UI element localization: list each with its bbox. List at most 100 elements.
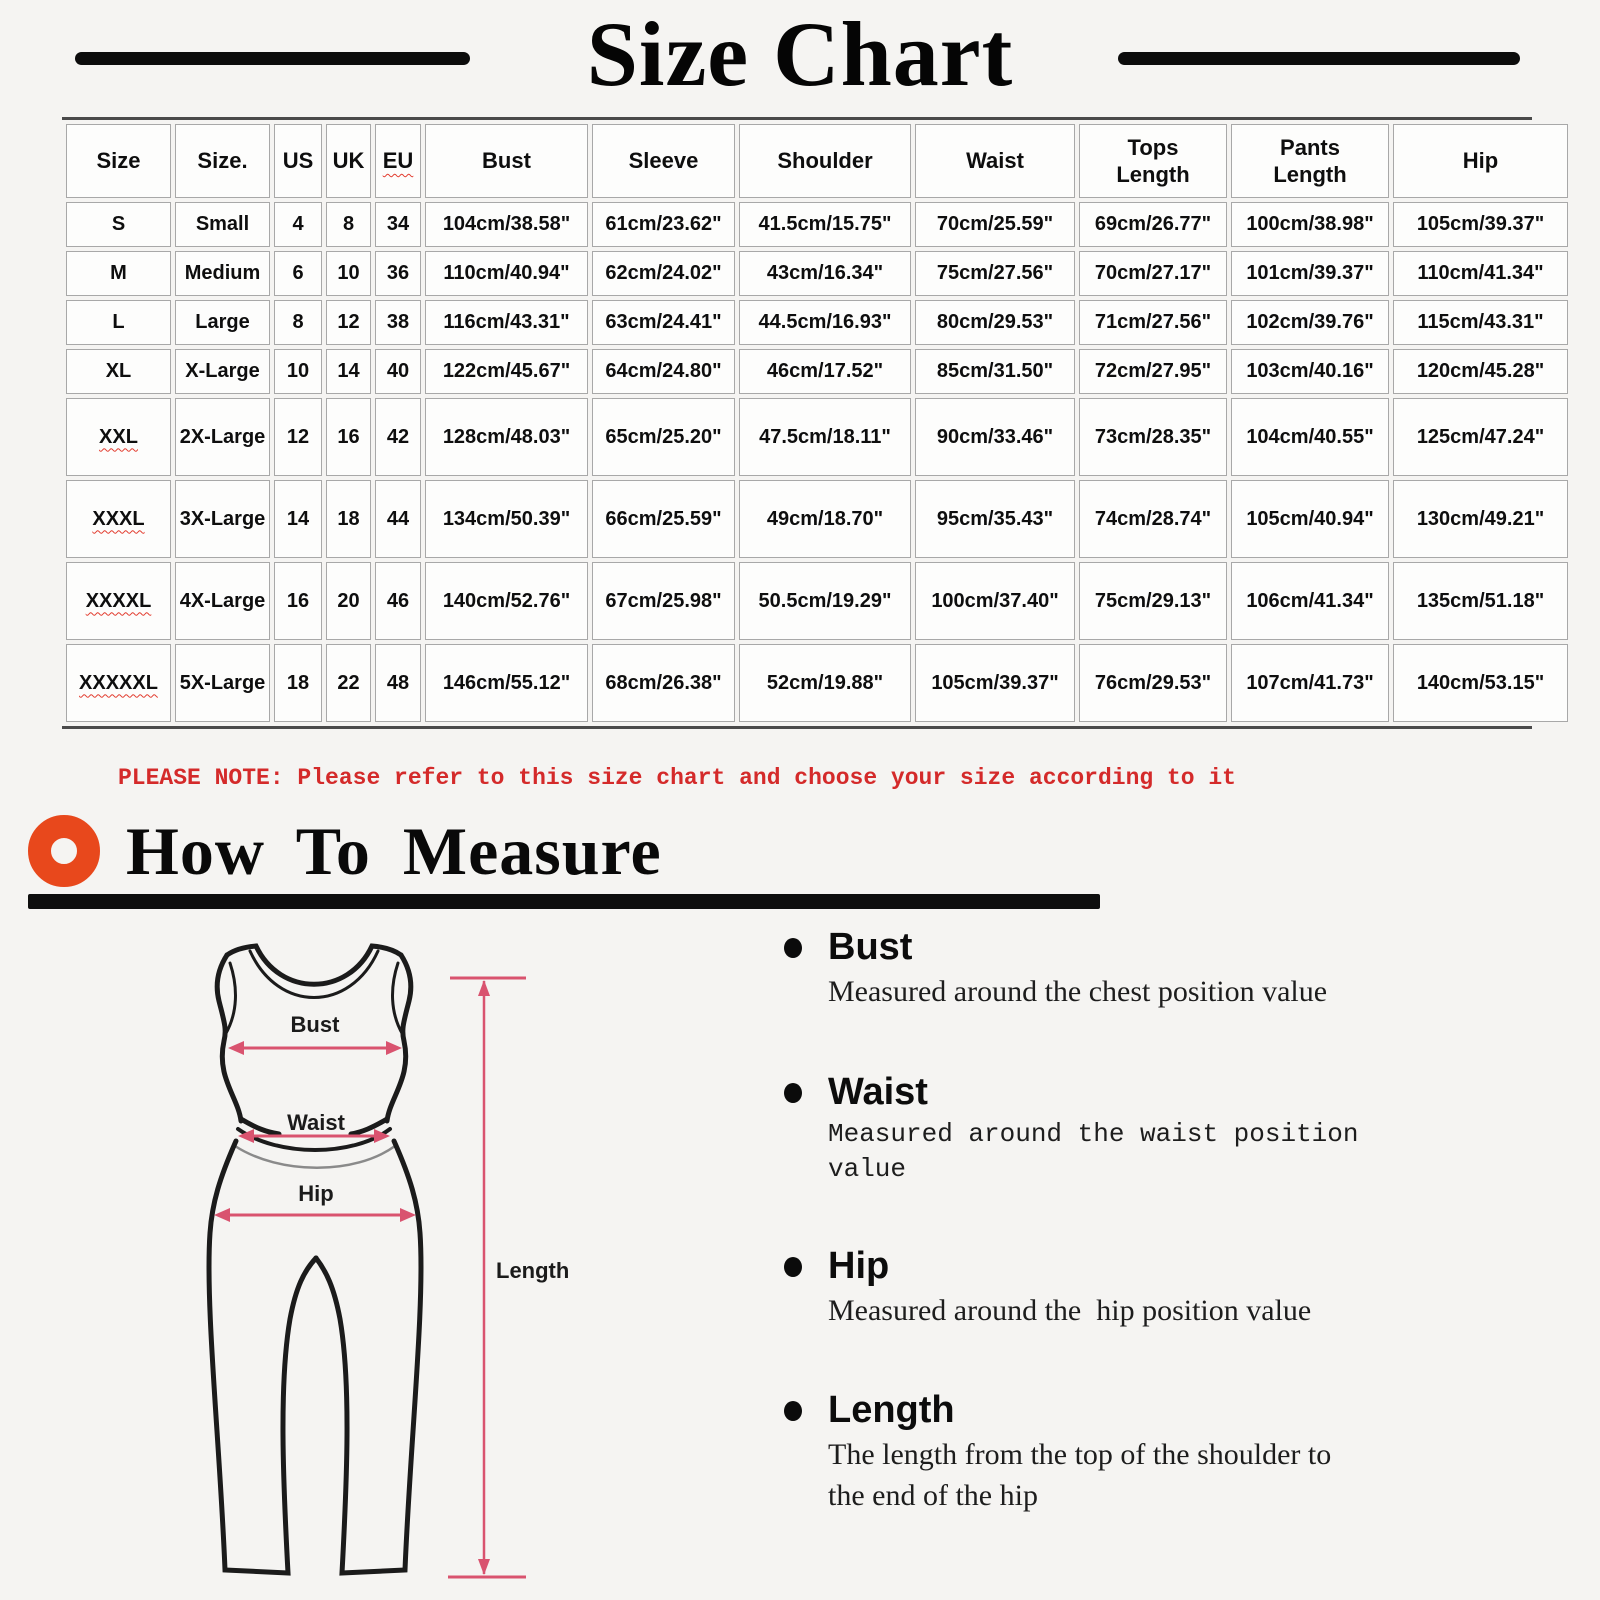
cell-text: 70cm/27.17" xyxy=(1094,262,1212,284)
cell-text: 2X-Large xyxy=(179,425,266,448)
diagram-hip-label: Hip xyxy=(298,1181,333,1206)
table-cell-sleeve: 61cm/23.62" xyxy=(592,202,735,247)
table-cell-uk: 10 xyxy=(326,251,371,296)
table-cell-shoulder: 44.5cm/16.93" xyxy=(739,300,911,345)
table-cell-pants_length: 104cm/40.55" xyxy=(1231,398,1389,476)
table-row: M Medium 6 10 36 110cm/40.94" 62cm/24.02" 43cm/… xyxy=(66,251,1568,296)
table-cell-shoulder: 50.5cm/19.29" xyxy=(739,562,911,640)
cell-text: 44.5cm/16.93" xyxy=(758,311,892,333)
bullet-dot-icon xyxy=(784,1401,802,1422)
table-cell-pants_length: 106cm/41.34" xyxy=(1231,562,1389,640)
table-cell-waist: 80cm/29.53" xyxy=(915,300,1075,345)
table-cell-sleeve: 64cm/24.80" xyxy=(592,349,735,394)
table-cell-pants_length: 105cm/40.94" xyxy=(1231,480,1389,558)
table-cell-us: 18 xyxy=(274,644,322,722)
cell-text: 42 xyxy=(386,425,410,448)
cell-text: 105cm/39.37" xyxy=(931,671,1059,694)
measure-item: Length The length from the top of the sho… xyxy=(778,1389,1450,1516)
table-header-cell: EU xyxy=(375,124,421,198)
table-header-label: UK xyxy=(332,147,365,173)
measure-list: Bust Measured around the chest position v… xyxy=(778,926,1450,1574)
cell-text: 135cm/51.18" xyxy=(1416,589,1545,612)
table-cell-size_name: 2X-Large xyxy=(175,398,270,476)
table-header-cell: Bust xyxy=(425,124,588,198)
table-cell-pants_length: 103cm/40.16" xyxy=(1231,349,1389,394)
garment-diagram: Bust Waist Hip Length xyxy=(206,943,569,1579)
cell-text: 73cm/28.35" xyxy=(1094,425,1212,448)
table-cell-bust: 146cm/55.12" xyxy=(425,644,588,722)
table-cell-tops_length: 75cm/29.13" xyxy=(1079,562,1227,640)
cell-text: 46cm/17.52" xyxy=(766,360,884,382)
cell-text: 52cm/19.88" xyxy=(766,671,884,694)
cell-text: 65cm/25.20" xyxy=(605,425,722,448)
cell-text: 105cm/39.37" xyxy=(1416,213,1545,235)
table-cell-tops_length: 76cm/29.53" xyxy=(1079,644,1227,722)
table-cell-eu: 38 xyxy=(375,300,421,345)
table-cell-hip: 140cm/53.15" xyxy=(1393,644,1568,722)
table-cell-tops_length: 72cm/27.95" xyxy=(1079,349,1227,394)
table-header-label: Size. xyxy=(197,147,248,173)
cell-text: 49cm/18.70" xyxy=(766,507,884,530)
table-cell-size: L xyxy=(66,300,171,345)
table-cell-waist: 95cm/35.43" xyxy=(915,480,1075,558)
table-cell-shoulder: 41.5cm/15.75" xyxy=(739,202,911,247)
cell-text: 36 xyxy=(386,262,410,284)
size-chart-table: Size Size. US UK EU Bust Sleeve Shoulder Waist To… xyxy=(62,120,1572,726)
table-cell-us: 14 xyxy=(274,480,322,558)
please-note-text: PLEASE NOTE: Please refer to this size c… xyxy=(118,765,1236,791)
cell-text: 128cm/48.03" xyxy=(442,425,571,448)
table-cell-uk: 16 xyxy=(326,398,371,476)
cell-text: 140cm/52.76" xyxy=(442,589,571,612)
cell-text: 20 xyxy=(337,589,360,612)
cell-text: XXXXXL xyxy=(79,671,158,694)
table-cell-us: 10 xyxy=(274,349,322,394)
cell-text: 18 xyxy=(286,671,310,694)
cell-text: 107cm/41.73" xyxy=(1246,671,1374,694)
cell-text: XXXL xyxy=(92,507,145,530)
cell-text: 38 xyxy=(386,311,410,333)
table-row: S Small 4 8 34 104cm/38.58" 61cm/23.62" 41.5cm/… xyxy=(66,202,1568,247)
table-cell-size_name: X-Large xyxy=(175,349,270,394)
cell-text: 40 xyxy=(386,360,410,382)
cell-text: 104cm/38.58" xyxy=(442,213,571,235)
table-cell-tops_length: 74cm/28.74" xyxy=(1079,480,1227,558)
cell-text: 130cm/49.21" xyxy=(1416,507,1545,530)
table-cell-pants_length: 100cm/38.98" xyxy=(1231,202,1389,247)
measure-arrows xyxy=(214,976,526,1579)
table-cell-bust: 104cm/38.58" xyxy=(425,202,588,247)
table-row: L Large 8 12 38 116cm/43.31" 63cm/24.41" 44.5cm… xyxy=(66,300,1568,345)
cell-text: 106cm/41.34" xyxy=(1246,589,1374,612)
measure-item-desc: Measured around the chest position value xyxy=(828,975,1328,1008)
table-row: XXXXL 4X-Large 16 20 46 140cm/52.76" 67cm/25.9… xyxy=(66,562,1568,640)
measure-item: Bust Measured around the chest position v… xyxy=(778,926,1450,1013)
table-cell-pants_length: 102cm/39.76" xyxy=(1231,300,1389,345)
table-header-label: Shoulder xyxy=(777,147,873,173)
cell-text: Medium xyxy=(184,262,261,284)
cell-text: 67cm/25.98" xyxy=(605,589,722,612)
table-cell-sleeve: 67cm/25.98" xyxy=(592,562,735,640)
measure-item-title: Hip xyxy=(828,1244,890,1287)
cell-text: 12 xyxy=(337,311,360,333)
table-header-cell: Hip xyxy=(1393,124,1568,198)
table-cell-tops_length: 71cm/27.56" xyxy=(1079,300,1227,345)
table-cell-size: XXXL xyxy=(66,480,171,558)
measure-item: Hip Measured around the hip position valu… xyxy=(778,1245,1450,1332)
table-cell-eu: 48 xyxy=(375,644,421,722)
cell-text: 34 xyxy=(386,213,410,235)
table-cell-size_name: 5X-Large xyxy=(175,644,270,722)
table-cell-pants_length: 101cm/39.37" xyxy=(1231,251,1389,296)
table-cell-bust: 110cm/40.94" xyxy=(425,251,588,296)
diagram-waist-label: Waist xyxy=(287,1110,346,1135)
table-cell-size_name: 3X-Large xyxy=(175,480,270,558)
cell-text: XL xyxy=(105,360,132,382)
measure-item-title: Length xyxy=(828,1389,955,1432)
table-cell-waist: 70cm/25.59" xyxy=(915,202,1075,247)
cell-text: X-Large xyxy=(185,360,260,382)
page-title: Size Chart xyxy=(586,3,1014,105)
cell-text: 146cm/55.12" xyxy=(442,671,571,694)
cell-text: XXXXL xyxy=(85,589,152,612)
table-cell-shoulder: 47.5cm/18.11" xyxy=(739,398,911,476)
table-cell-sleeve: 65cm/25.20" xyxy=(592,398,735,476)
cell-text: 122cm/45.67" xyxy=(442,360,571,382)
table-header-row: Size Size. US UK EU Bust Sleeve Shoulder Waist To… xyxy=(66,124,1568,198)
